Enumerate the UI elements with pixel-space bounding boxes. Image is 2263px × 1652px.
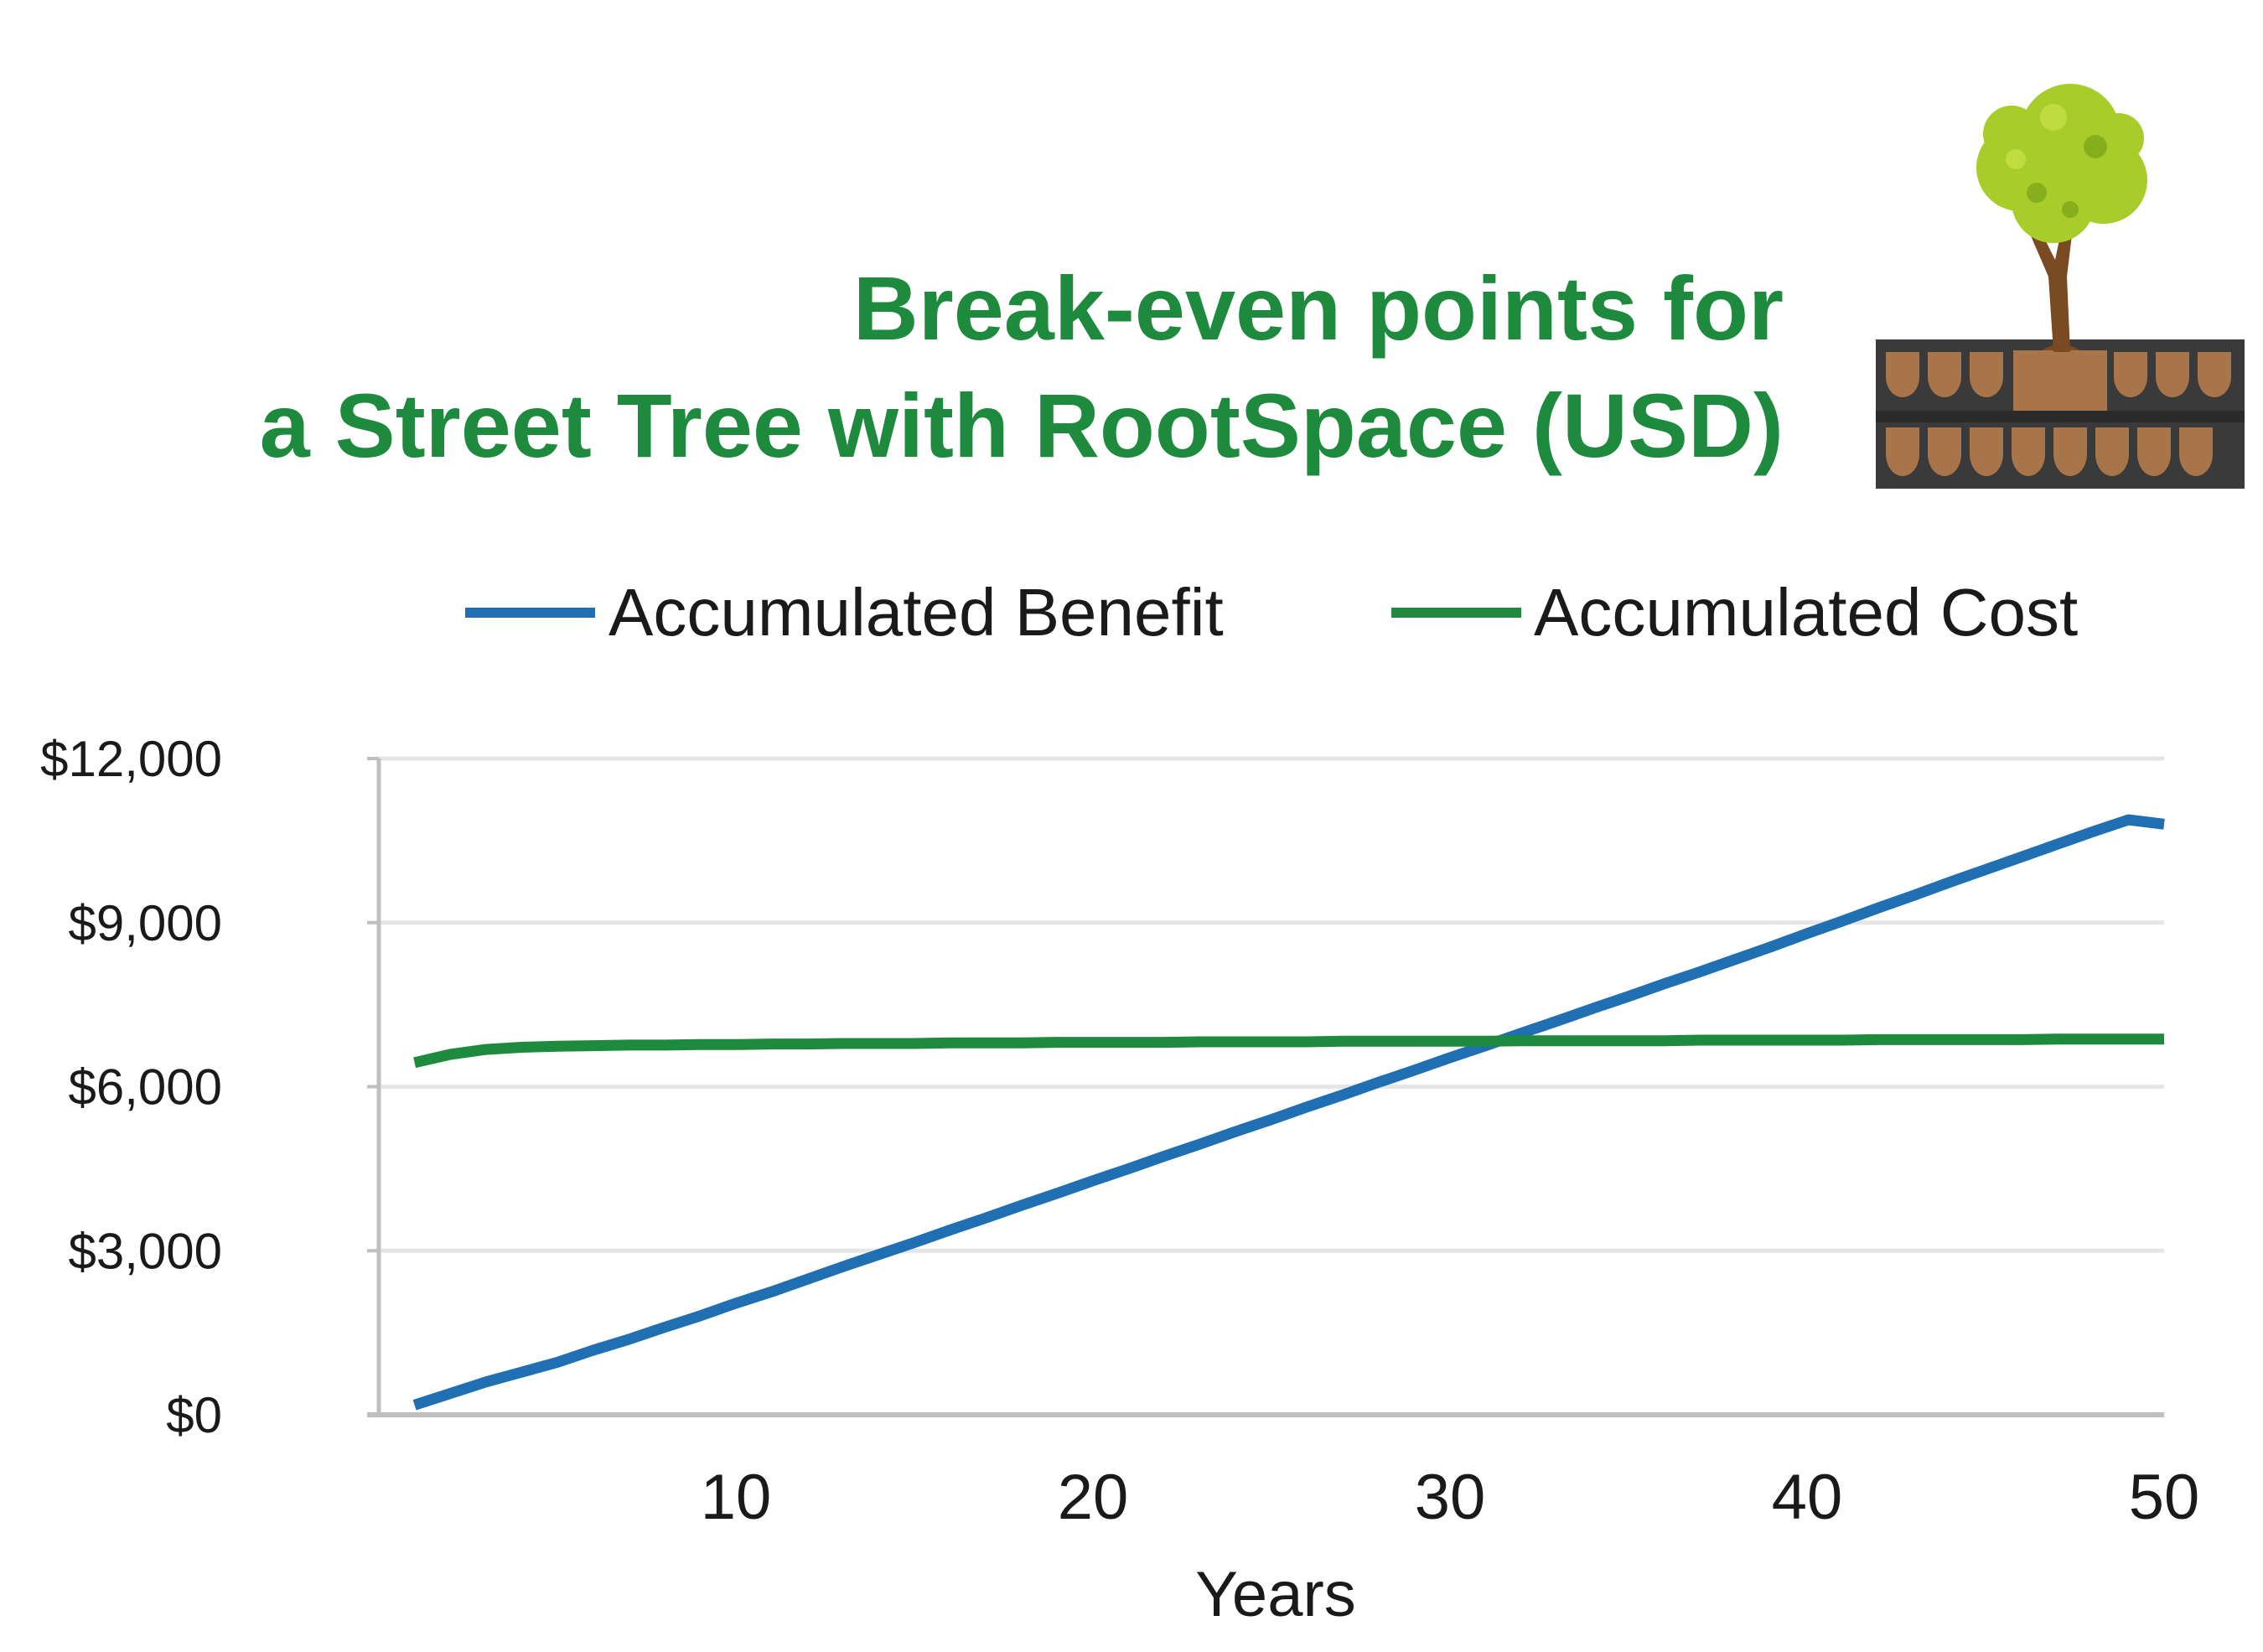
series-lines bbox=[412, 814, 2165, 1411]
x-axis-title: Years bbox=[1195, 1559, 1356, 1630]
tree-with-rootspace-cells-icon bbox=[1876, 84, 2245, 489]
x-tick-label: 50 bbox=[2129, 1462, 2200, 1533]
gridlines bbox=[379, 756, 2164, 1253]
series-line-accumulated-cost bbox=[413, 1033, 2164, 1069]
y-tick-label: $12,000 bbox=[40, 731, 222, 787]
legend-label-benefit: Accumulated Benefit bbox=[608, 575, 1224, 650]
axes bbox=[367, 757, 2164, 1417]
chart-title-line-2: a Street Tree with RootSpace (USD) bbox=[260, 375, 1784, 476]
series-line-accumulated-benefit bbox=[412, 814, 2165, 1411]
y-axis-ticks: $0 $3,000 $6,000 $9,000 $12,000 bbox=[40, 731, 222, 1443]
x-tick-label: 20 bbox=[1058, 1462, 1129, 1533]
x-tick-label: 40 bbox=[1772, 1462, 1843, 1533]
legend: Accumulated Benefit Accumulated Cost bbox=[465, 575, 2078, 650]
y-tick-label: $0 bbox=[166, 1387, 222, 1443]
x-tick-label: 30 bbox=[1415, 1462, 1486, 1533]
y-tick-label: $3,000 bbox=[68, 1223, 222, 1279]
y-tick-label: $9,000 bbox=[68, 895, 222, 951]
legend-label-cost: Accumulated Cost bbox=[1534, 575, 2078, 650]
x-tick-label: 10 bbox=[701, 1462, 772, 1533]
y-tick-label: $6,000 bbox=[68, 1059, 222, 1116]
chart-title-line-1: Break-even points for bbox=[853, 257, 1784, 359]
x-axis-ticks: 10 20 30 40 50 bbox=[701, 1462, 2200, 1533]
